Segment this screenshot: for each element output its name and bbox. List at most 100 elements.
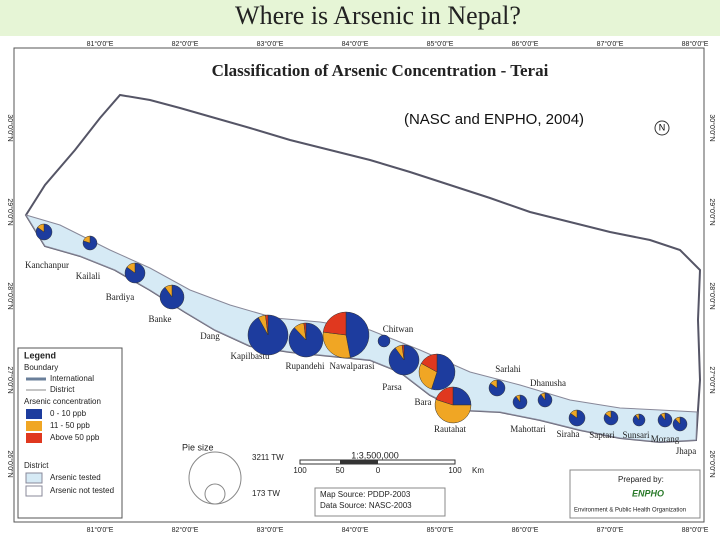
latitude-label: 27°0'0"N xyxy=(708,366,716,393)
pie-slice xyxy=(303,322,307,341)
longitude-label: 84°0'0"E xyxy=(342,40,369,48)
scale-tick: 100 xyxy=(448,466,462,475)
district-label: Morang xyxy=(651,434,680,444)
pie-slice xyxy=(164,284,173,298)
district-label: Banke xyxy=(149,314,172,324)
district-label: Rupandehi xyxy=(286,361,325,371)
longitude-label: 85°0'0"E xyxy=(427,526,454,534)
credit-text: Prepared by: xyxy=(618,475,664,484)
map-subtitle: (NASC and ENPHO, 2004) xyxy=(404,111,584,128)
pie-slice xyxy=(435,386,454,406)
pie-slice xyxy=(401,344,405,361)
pie-slice xyxy=(490,379,498,389)
longitude-label: 87°0'0"E xyxy=(597,526,624,534)
pie-slice xyxy=(540,392,546,401)
latitude-label: 30°0'0"N xyxy=(708,114,716,141)
longitude-label: 83°0'0"E xyxy=(257,40,284,48)
credit-text: Environment & Public Health Organization xyxy=(574,508,686,514)
pie-slice xyxy=(515,394,521,403)
legend-text: Arsenic not tested xyxy=(50,486,114,495)
legend-text: District xyxy=(24,461,49,470)
legend-swatch xyxy=(25,472,43,484)
longitude-label: 86°0'0"E xyxy=(512,40,539,48)
longitude-label: 81°0'0"E xyxy=(87,526,114,534)
pie-slice xyxy=(37,223,45,233)
pie-slice xyxy=(83,235,91,244)
slide-title: Where is Arsenic in Nepal? xyxy=(235,1,521,30)
pie-slice xyxy=(265,314,269,336)
pie-slice xyxy=(322,331,351,359)
latitude-label: 26°0'0"N xyxy=(6,450,14,477)
map-title: Classification of Arsenic Concentration … xyxy=(212,61,549,80)
scale-unit: Km xyxy=(472,466,484,475)
latitude-label: 29°0'0"N xyxy=(708,198,716,225)
district-label: Sarlahi xyxy=(495,364,521,374)
district-label: Bardiya xyxy=(106,292,135,302)
district-label: Jhapa xyxy=(676,446,697,456)
longitude-label: 87°0'0"E xyxy=(597,40,624,48)
district-label: Kailali xyxy=(76,271,101,281)
legend-text: District xyxy=(50,385,75,394)
district-label: Bara xyxy=(415,397,432,407)
pie-slice xyxy=(377,334,391,348)
longitude-label: 82°0'0"E xyxy=(172,526,199,534)
latitude-label: 28°0'0"N xyxy=(708,282,716,309)
district-label: Nawalparasi xyxy=(330,361,375,371)
latitude-label: 30°0'0"N xyxy=(6,114,14,141)
pie-slice xyxy=(431,353,456,391)
pie-slice xyxy=(674,416,681,425)
pie-slice xyxy=(126,262,136,274)
pie-slice xyxy=(345,311,370,358)
district-label: Siraha xyxy=(557,429,580,439)
pie-slice xyxy=(635,413,640,421)
pie-slice xyxy=(660,412,666,421)
longitude-label: 82°0'0"E xyxy=(172,40,199,48)
legend-text: 0 - 10 ppb xyxy=(50,409,87,418)
pie-slice xyxy=(632,413,646,427)
pie-slice xyxy=(604,410,612,419)
longitude-label: 83°0'0"E xyxy=(257,526,284,534)
credit-box xyxy=(569,469,701,519)
pie-size-symbol xyxy=(204,483,226,505)
district-label: Mahottari xyxy=(510,424,546,434)
pie-slice xyxy=(247,314,289,356)
district-label: Chitwan xyxy=(383,324,414,334)
header-bar xyxy=(0,0,720,36)
scale-tick: 0 xyxy=(376,466,381,475)
legend-text: 11 - 50 ppb xyxy=(50,421,90,430)
pie-slice xyxy=(420,353,438,373)
latitude-label: 28°0'0"N xyxy=(6,282,14,309)
latitude-label: 27°0'0"N xyxy=(6,366,14,393)
legend-title: Legend xyxy=(24,350,56,360)
legend-swatch xyxy=(26,409,42,419)
district-label: Sunsari xyxy=(623,430,650,440)
scale-tick: 100 xyxy=(293,466,307,475)
scale-ratio: 1:3,500,000 xyxy=(351,450,399,460)
latitude-label: 26°0'0"N xyxy=(708,450,716,477)
scale-bar xyxy=(340,460,378,464)
latitude-label: 29°0'0"N xyxy=(6,198,14,225)
legend-swatch xyxy=(25,485,43,497)
legend-text: Boundary xyxy=(24,363,58,372)
credit-org: ENPHO xyxy=(632,488,664,498)
district-label: Kapilbastu xyxy=(231,351,270,361)
pie-slice xyxy=(322,311,347,336)
legend-text: Arsenic tested xyxy=(50,473,101,482)
district-label: Saptari xyxy=(589,430,615,440)
district-label: Rautahat xyxy=(434,424,466,434)
longitude-label: 88°0'0"E xyxy=(682,526,709,534)
north-arrow xyxy=(654,120,670,136)
legend-text: International xyxy=(50,374,94,383)
source-text: Map Source: PDDP-2003 xyxy=(320,490,411,499)
legend-swatch xyxy=(26,421,42,431)
longitude-label: 88°0'0"E xyxy=(682,40,709,48)
longitude-label: 84°0'0"E xyxy=(342,526,369,534)
scale-tick: 50 xyxy=(336,466,345,475)
longitude-label: 86°0'0"E xyxy=(512,526,539,534)
pie-slice xyxy=(434,399,472,424)
district-label: Parsa xyxy=(382,382,402,392)
longitude-label: 85°0'0"E xyxy=(427,40,454,48)
pie-size-title: Pie size xyxy=(182,442,214,452)
